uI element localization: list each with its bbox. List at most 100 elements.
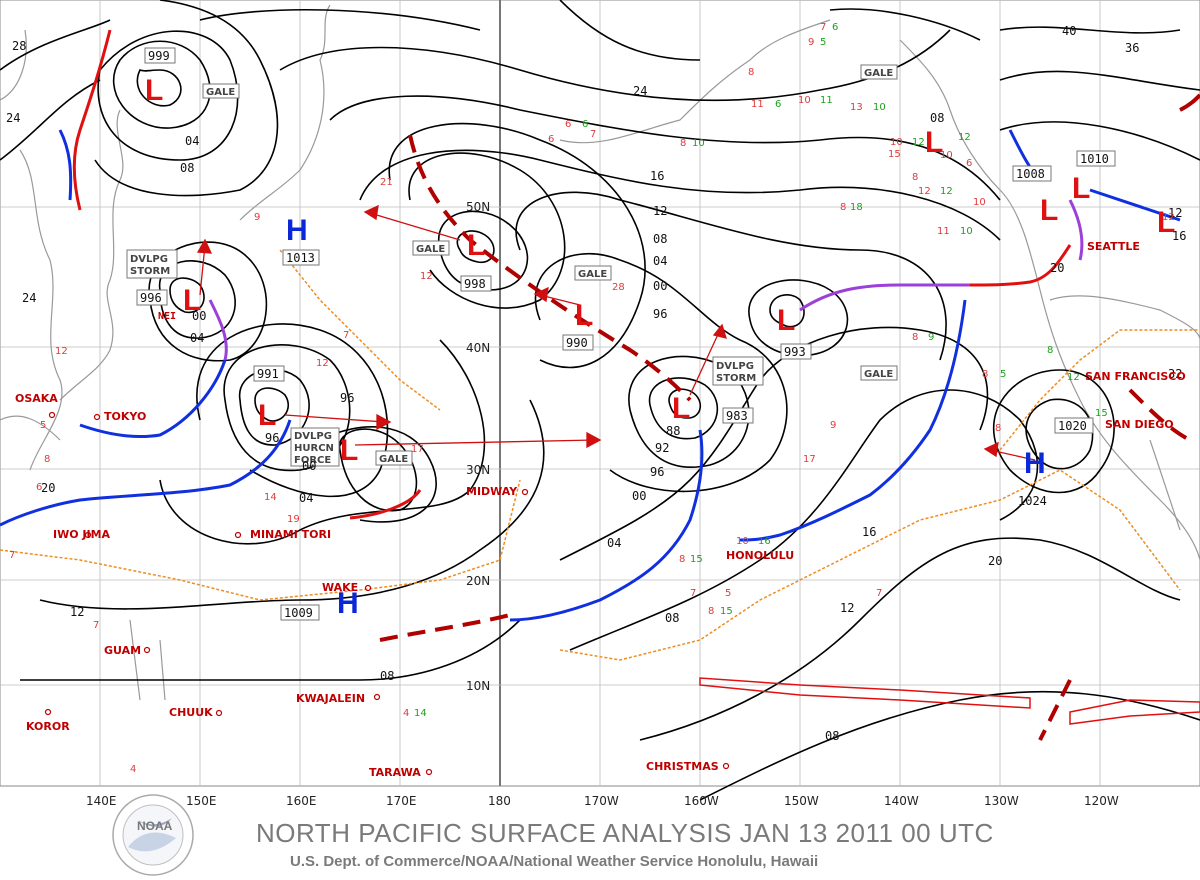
- lat-label: 30N: [466, 463, 490, 477]
- axis-labels: 140E 150E 160E 170E 180 170W 160W 150W 1…: [86, 200, 1119, 808]
- svg-text:6: 6: [832, 22, 838, 33]
- place-names: OSAKA TOKYO IWO JIMA MINAMI TORI GUAM KW…: [15, 240, 1186, 779]
- lat-label: 20N: [466, 574, 490, 588]
- place-san-francisco: SAN FRANCISCO: [1085, 370, 1186, 383]
- low-center-998: L: [467, 229, 485, 262]
- high-center-1024: H: [1024, 447, 1046, 480]
- itcz-bands: [699, 677, 1200, 725]
- coastlines: [0, 4, 1200, 701]
- svg-text:12: 12: [55, 346, 68, 357]
- svg-text:8: 8: [680, 138, 686, 149]
- svg-text:00: 00: [632, 489, 646, 503]
- lon-label: 170W: [584, 794, 619, 808]
- boxed-annotations: GALE GALE GALE GALE GALE GALE DVLPG STOR…: [126, 47, 1116, 621]
- svg-text:8: 8: [840, 202, 846, 213]
- svg-text:15: 15: [888, 149, 901, 160]
- svg-text:08: 08: [825, 729, 839, 743]
- lon-label: 140E: [86, 794, 117, 808]
- svg-text:8: 8: [912, 332, 918, 343]
- low-center-bc: L: [1040, 194, 1058, 227]
- svg-text:15: 15: [720, 606, 733, 617]
- svg-text:11: 11: [820, 95, 833, 106]
- svg-text:6: 6: [966, 158, 972, 169]
- svg-text:04: 04: [190, 331, 204, 345]
- svg-text:7: 7: [590, 129, 596, 140]
- svg-text:5: 5: [40, 420, 46, 431]
- svg-text:8: 8: [1047, 345, 1053, 356]
- svg-text:00: 00: [302, 459, 316, 473]
- place-koror: KOROR: [26, 720, 70, 733]
- lon-label: 120W: [1084, 794, 1119, 808]
- svg-text:08: 08: [180, 161, 194, 175]
- svg-text:9: 9: [830, 420, 836, 431]
- svg-text:96: 96: [340, 391, 354, 405]
- svg-text:21: 21: [380, 177, 393, 188]
- svg-text:7: 7: [93, 620, 99, 631]
- svg-text:15: 15: [1095, 408, 1108, 419]
- svg-text:10: 10: [973, 197, 986, 208]
- svg-text:5: 5: [1000, 369, 1006, 380]
- pressure-label: 999: [148, 49, 170, 63]
- svg-text:04: 04: [653, 254, 667, 268]
- svg-text:7: 7: [876, 588, 882, 599]
- svg-text:00: 00: [192, 309, 206, 323]
- fronts: [0, 29, 1181, 622]
- lon-label: 140W: [884, 794, 919, 808]
- svg-text:12: 12: [1067, 372, 1080, 383]
- svg-text:10: 10: [873, 102, 886, 113]
- lat-label: 40N: [466, 341, 490, 355]
- svg-text:11: 11: [937, 226, 950, 237]
- svg-text:9: 9: [254, 212, 260, 223]
- noaa-logo-text: NOAA: [137, 819, 173, 833]
- place-seattle: SEATTLE: [1087, 240, 1140, 253]
- svg-text:5: 5: [725, 588, 731, 599]
- svg-text:6: 6: [36, 482, 42, 493]
- pressure-label: 983: [726, 409, 748, 423]
- svg-text:20: 20: [988, 554, 1002, 568]
- isobar-labels: 28 24 04 08 24 04 24 16 12 08 04 00 96 9…: [6, 24, 1186, 743]
- svg-text:17: 17: [411, 444, 424, 455]
- svg-text:7: 7: [820, 22, 826, 33]
- chart-subtitle: U.S. Dept. of Commerce/NOAA/National Wea…: [290, 853, 818, 870]
- svg-text:10: 10: [692, 138, 705, 149]
- lon-label: 180: [488, 794, 511, 808]
- lon-label: 160W: [684, 794, 719, 808]
- dvlpg-hurcn-force-label: HURCN: [294, 443, 334, 454]
- svg-text:10: 10: [736, 536, 749, 547]
- svg-text:10: 10: [890, 137, 903, 148]
- svg-text:11: 11: [751, 99, 764, 110]
- svg-text:36: 36: [1125, 41, 1139, 55]
- place-guam: GUAM: [104, 644, 141, 657]
- svg-text:08: 08: [665, 611, 679, 625]
- place-kwajalein: KWAJALEIN: [296, 692, 365, 705]
- place-tokyo: TOKYO: [104, 410, 146, 423]
- lon-label: 160E: [286, 794, 317, 808]
- low-center-gale-west: L: [340, 434, 358, 467]
- svg-text:12: 12: [918, 186, 931, 197]
- svg-text:10: 10: [960, 226, 973, 237]
- svg-text:16: 16: [862, 525, 876, 539]
- svg-text:24: 24: [633, 84, 647, 98]
- lat-label: 10N: [466, 679, 490, 693]
- place-wake: WAKE: [322, 581, 358, 594]
- dvlpg-hurcn-force-label: FORCE: [294, 455, 331, 466]
- svg-text:8: 8: [679, 554, 685, 565]
- place-osaka: OSAKA: [15, 392, 58, 405]
- svg-text:16: 16: [650, 169, 664, 183]
- place-chuuk: CHUUK: [169, 706, 213, 719]
- pressure-label: 990: [566, 336, 588, 350]
- low-center-dvlpg-storm: L: [672, 392, 690, 425]
- svg-text:8: 8: [982, 369, 988, 380]
- low-center-993: L: [777, 304, 795, 337]
- low-center-gulf-alaska: L: [925, 126, 943, 159]
- pressure-label: 996: [140, 291, 162, 305]
- troughs: [379, 93, 1200, 741]
- dvlpg-storm-label-west: STORM: [130, 266, 170, 277]
- svg-text:14: 14: [264, 492, 277, 503]
- svg-text:9: 9: [928, 332, 934, 343]
- svg-text:15: 15: [690, 554, 703, 565]
- pressure-label: 991: [257, 367, 279, 381]
- svg-text:96: 96: [650, 465, 664, 479]
